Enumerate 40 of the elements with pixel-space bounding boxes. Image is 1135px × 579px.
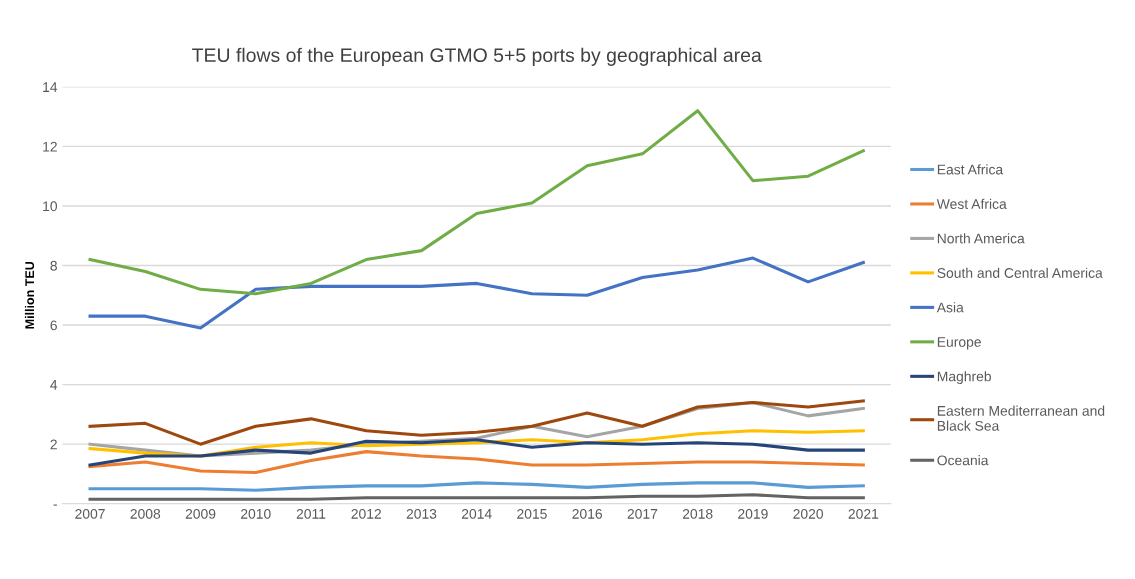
legend-label: Maghreb	[937, 371, 991, 385]
legend-label: Eastern Mediterranean and Black Sea	[937, 405, 1105, 431]
legend-label: East Africa	[937, 164, 1004, 175]
y-tick-label: 14	[43, 82, 58, 92]
x-tick-label: 2014	[461, 508, 492, 519]
x-tick-label: 2019	[738, 508, 768, 519]
x-tick-label: 2016	[572, 508, 603, 519]
y-tick-label: 4	[50, 380, 58, 390]
line-series	[88, 450, 865, 474]
legend-label: Asia	[936, 302, 964, 313]
x-tick-label: 2008	[130, 508, 161, 519]
y-axis-title: Million TEU	[24, 262, 35, 329]
x-tick-label: 2011	[296, 508, 326, 519]
legend-label: South and Central America	[937, 267, 1103, 278]
chart-title: TEU flows of the European GTMO 5+5 ports by geographical area	[192, 47, 762, 66]
legend-label: Oceania	[937, 455, 989, 466]
line-series	[88, 399, 865, 446]
x-tick-label: 2018	[682, 508, 713, 519]
x-tick-label: 2015	[517, 508, 547, 519]
x-tick-label: 2010	[241, 508, 271, 519]
x-tick-label: 2021	[848, 508, 879, 519]
x-tick-label: 2013	[406, 508, 437, 519]
x-tick-label: 2020	[793, 508, 824, 519]
y-tick-label: 12	[43, 141, 57, 152]
x-tick-label: 2012	[351, 508, 381, 519]
line-series	[88, 481, 865, 492]
y-tick-label: 2	[50, 439, 57, 450]
y-tick-label: 6	[50, 320, 57, 331]
x-tick-label: 2007	[75, 508, 105, 519]
y-tick-label: 10	[43, 201, 58, 212]
line-series	[88, 256, 865, 330]
y-tick-label: 8	[50, 260, 57, 271]
line-series	[88, 109, 865, 296]
y-tick-label: -	[53, 504, 57, 506]
legend-label: Europe	[937, 337, 981, 350]
legend-label: North America	[937, 233, 1025, 244]
legend-label: West Africa	[936, 198, 1007, 209]
line-series	[88, 438, 865, 467]
x-tick-label: 2009	[185, 508, 216, 519]
x-tick-label: 2017	[627, 508, 658, 519]
